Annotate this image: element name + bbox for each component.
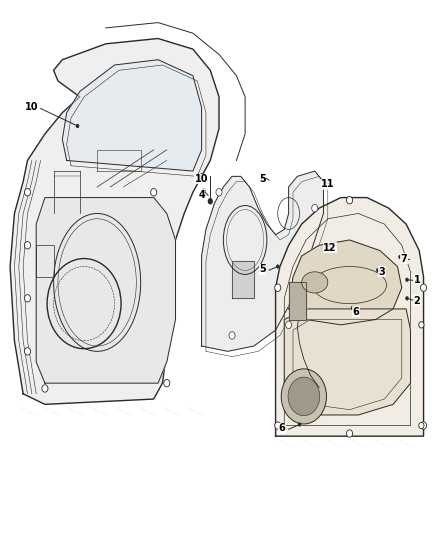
Polygon shape [36,198,176,383]
Circle shape [376,268,380,272]
Circle shape [25,348,31,355]
Text: 5: 5 [259,264,266,274]
Polygon shape [289,240,402,325]
Circle shape [420,422,427,429]
Polygon shape [10,38,219,405]
Text: 6: 6 [279,423,286,433]
Circle shape [312,205,318,212]
Circle shape [151,189,157,196]
Circle shape [275,422,281,429]
Text: 1: 1 [413,274,420,285]
Circle shape [346,197,353,204]
Circle shape [420,284,427,292]
Circle shape [208,198,213,205]
Circle shape [25,189,31,196]
Circle shape [351,306,354,310]
Circle shape [346,430,353,437]
Polygon shape [201,171,323,351]
Circle shape [405,278,409,282]
Circle shape [261,174,264,179]
Circle shape [202,189,205,193]
Circle shape [419,422,424,429]
Circle shape [405,296,409,301]
Circle shape [281,369,326,424]
Polygon shape [284,309,410,415]
Text: 4: 4 [198,190,205,200]
Text: 12: 12 [323,243,337,253]
Polygon shape [276,198,424,436]
Text: 2: 2 [413,296,420,306]
Circle shape [216,189,222,196]
Circle shape [398,255,402,259]
Text: 5: 5 [259,174,266,184]
Text: 6: 6 [353,306,360,317]
Circle shape [276,264,279,269]
Circle shape [200,173,203,177]
Circle shape [42,385,48,392]
Polygon shape [232,261,254,298]
Circle shape [298,422,301,426]
Circle shape [286,321,292,328]
Circle shape [419,321,424,328]
Circle shape [164,379,170,387]
Circle shape [25,295,31,302]
Circle shape [76,124,79,128]
Circle shape [288,377,320,416]
Ellipse shape [302,272,328,293]
Circle shape [25,241,31,249]
Text: 7: 7 [401,254,407,263]
Circle shape [324,181,327,185]
Polygon shape [289,282,306,319]
Text: 10: 10 [25,102,39,112]
Polygon shape [62,60,201,171]
Text: 3: 3 [379,267,385,277]
Text: 11: 11 [321,179,335,189]
Circle shape [229,332,235,339]
Circle shape [325,243,328,247]
Text: 10: 10 [195,174,208,184]
Circle shape [275,284,281,292]
